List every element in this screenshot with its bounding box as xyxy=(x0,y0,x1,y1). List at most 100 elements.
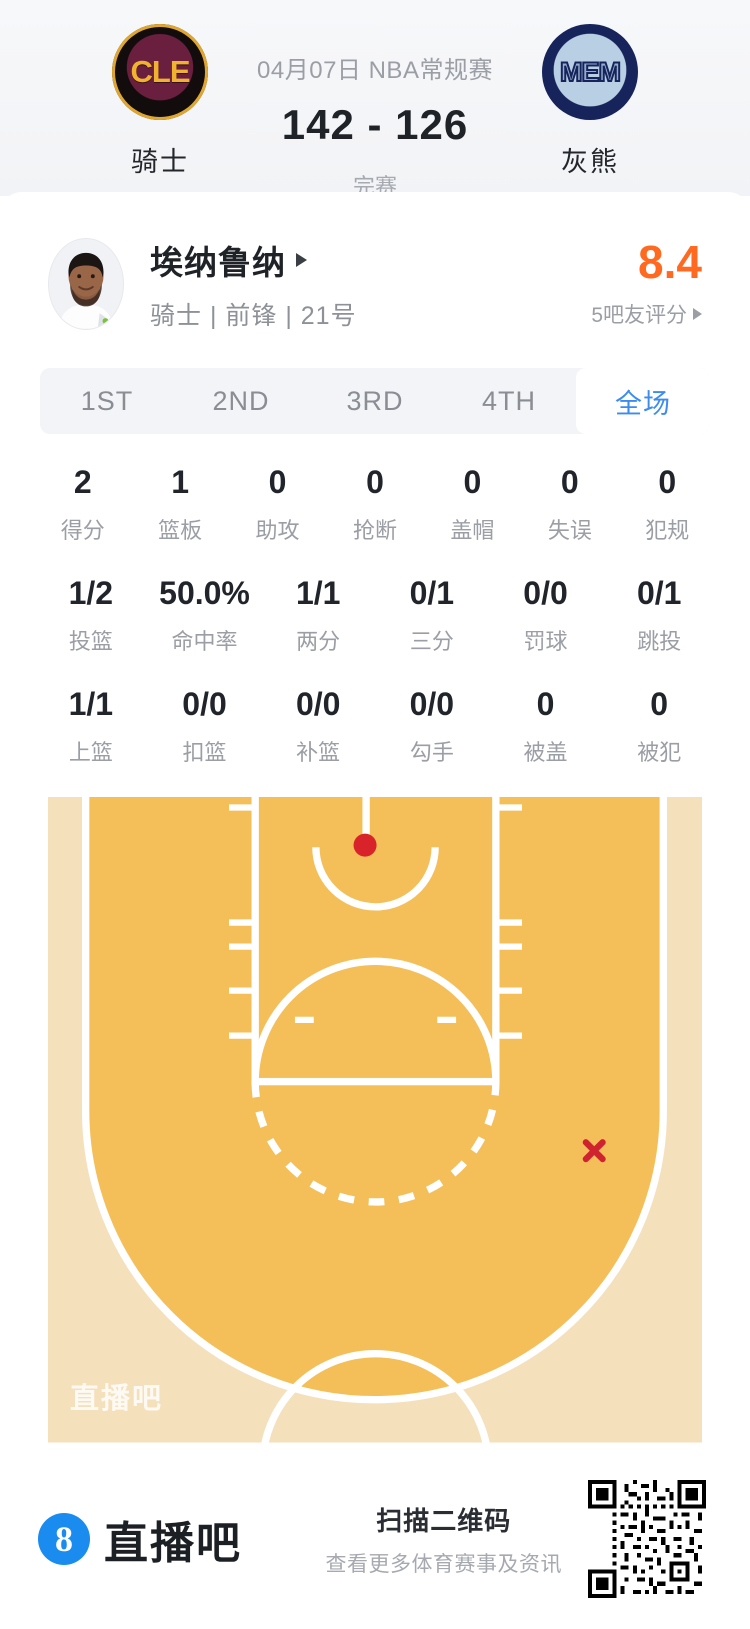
player-subtitle: 骑士 | 前锋 | 21号 xyxy=(150,302,357,330)
stat-rebounds: 1 篮板 xyxy=(131,464,228,545)
stat-label: 勾手 xyxy=(409,740,454,765)
tab-4th[interactable]: 4TH xyxy=(481,385,536,416)
three-point-zone xyxy=(85,797,664,1400)
stat-label: 犯规 xyxy=(645,518,690,543)
stat-value: 0 xyxy=(463,464,482,500)
score-center: 04月07日 NBA常规赛 142 - 126 完赛 xyxy=(250,24,500,201)
qr-title: 扫描二维码 xyxy=(376,1505,512,1536)
away-team-abbr: MEM xyxy=(559,56,622,88)
rating-value: 8.4 xyxy=(638,236,702,288)
stat-value: 2 xyxy=(73,464,92,500)
player-info: 埃纳鲁纳 骑士 | 前锋 | 21号 xyxy=(150,236,591,332)
stat-label: 罚球 xyxy=(523,629,568,654)
stat-value: 0/0 xyxy=(523,575,568,611)
chevron-right-icon xyxy=(296,253,307,267)
stat-hook-shots: 0/0 勾手 xyxy=(375,686,489,767)
brand-badge-icon: 8 xyxy=(38,1513,90,1565)
shot-marker-made[interactable] xyxy=(353,833,377,857)
stat-label: 三分 xyxy=(409,629,454,654)
player-row: 埃纳鲁纳 骑士 | 前锋 | 21号 8.4 5吧友评分 xyxy=(0,202,750,350)
stat-label: 盖帽 xyxy=(450,518,495,543)
scoreboard-header: CLE 骑士 04月07日 NBA常规赛 142 - 126 完赛 MEM 灰熊 xyxy=(0,0,750,199)
stat-label: 得分 xyxy=(60,518,105,543)
stat-value: 0 xyxy=(366,464,384,500)
shot-chart-court[interactable]: 直播吧 xyxy=(48,797,702,1443)
rating-label-row[interactable]: 5吧友评分 xyxy=(591,299,702,329)
stat-label: 抢断 xyxy=(352,518,397,543)
stat-label: 两分 xyxy=(296,629,341,654)
rating-block[interactable]: 8.4 5吧友评分 xyxy=(591,239,702,329)
stat-value: 0 xyxy=(658,464,677,500)
away-team[interactable]: MEM 灰熊 xyxy=(500,24,680,179)
restricted-area-arc xyxy=(312,847,439,911)
away-team-name: 灰熊 xyxy=(561,147,619,177)
stat-value: 1/2 xyxy=(68,575,114,611)
paint-key xyxy=(251,797,500,1086)
stat-value: 1/1 xyxy=(68,686,114,722)
stat-layups: 1/1 上篮 xyxy=(34,686,148,767)
stat-blocks: 0 盖帽 xyxy=(424,464,521,545)
stat-turnovers: 0 失误 xyxy=(521,464,618,545)
stat-fouls-drawn: 0 被犯 xyxy=(602,686,716,767)
stat-jump-shots: 0/1 跳投 xyxy=(602,575,716,656)
rating-label: 5吧友评分 xyxy=(591,304,687,327)
qr-subtitle: 查看更多体育赛事及资讯 xyxy=(325,1552,562,1576)
stat-three-points: 0/1 三分 xyxy=(375,575,489,656)
brand-name: 直播吧 xyxy=(104,1519,242,1568)
tab-1st[interactable]: 1ST xyxy=(80,385,134,416)
stat-label: 被盖 xyxy=(523,740,568,765)
stat-value: 1 xyxy=(171,464,190,500)
stats-row-shot-types: 1/1 上篮 0/0 扣篮 0/0 补篮 0/0 勾手 0 被盖 xyxy=(34,656,716,767)
stat-label: 投篮 xyxy=(68,629,113,654)
stat-label: 上篮 xyxy=(68,740,113,765)
stat-value: 0/1 xyxy=(636,575,682,611)
qr-label: 扫描二维码 查看更多体育赛事及资讯 xyxy=(326,1501,563,1578)
stat-label: 失误 xyxy=(547,518,592,543)
home-team[interactable]: CLE 骑士 xyxy=(70,24,250,179)
stat-points: 2 得分 xyxy=(34,464,131,545)
free-throw-circle-solid xyxy=(251,957,500,1082)
court-watermark: 直播吧 xyxy=(70,1382,164,1415)
stat-label: 篮板 xyxy=(158,518,203,543)
center-circle xyxy=(261,1350,490,1443)
stat-label: 被犯 xyxy=(637,740,682,765)
stats-grid: 2 得分 1 篮板 0 助攻 0 抢断 0 盖帽 xyxy=(0,434,750,767)
stat-value: 0/0 xyxy=(409,686,455,722)
stats-row-basic: 2 得分 1 篮板 0 助攻 0 抢断 0 盖帽 xyxy=(34,434,716,545)
home-team-name: 骑士 xyxy=(131,147,189,177)
stat-value: 0 xyxy=(650,686,669,722)
shot-marker-missed[interactable] xyxy=(582,1139,606,1163)
stat-label: 助攻 xyxy=(255,518,300,543)
tab-2nd[interactable]: 2ND xyxy=(212,385,270,416)
stat-label: 扣篮 xyxy=(182,740,227,765)
final-score: 142 - 126 xyxy=(281,101,469,148)
stat-value: 1/1 xyxy=(295,575,341,611)
home-team-abbr: CLE xyxy=(130,54,191,89)
stat-dunks: 0/0 扣篮 xyxy=(148,686,262,767)
tab-full-game[interactable]: 全场 xyxy=(576,368,710,434)
tab-3rd[interactable]: 3RD xyxy=(346,385,404,416)
stat-field-goals: 1/2 投篮 xyxy=(34,575,148,656)
stat-value: 50.0% xyxy=(159,575,250,611)
qr-block[interactable]: 扫描二维码 查看更多体育赛事及资讯 xyxy=(326,1480,706,1598)
match-meta: 04月07日 NBA常规赛 xyxy=(257,57,493,84)
brand-logo[interactable]: 8 直播吧 xyxy=(38,1507,242,1571)
stat-label: 补篮 xyxy=(296,740,341,765)
qr-code[interactable] xyxy=(588,1480,706,1598)
stat-label: 跳投 xyxy=(637,629,682,654)
player-name-link[interactable]: 埃纳鲁纳 xyxy=(150,236,591,284)
lane-hash-marks xyxy=(229,804,523,1039)
avatar xyxy=(48,238,124,330)
stat-free-throws: 0/0 罚球 xyxy=(489,575,603,656)
stat-value: 0 xyxy=(536,686,555,722)
free-throw-circle-dashed xyxy=(251,1081,500,1206)
stats-card-body: 埃纳鲁纳 骑士 | 前锋 | 21号 8.4 5吧友评分 1ST 2ND 3RD… xyxy=(0,192,750,1443)
stat-value: 0/0 xyxy=(295,686,341,722)
footer-bar: 8 直播吧 扫描二维码 查看更多体育赛事及资讯 xyxy=(0,1449,750,1629)
stat-assists: 0 助攻 xyxy=(229,464,326,545)
stat-steals: 0 抢断 xyxy=(326,464,423,545)
stat-fg-percent: 50.0% 命中率 xyxy=(148,575,262,656)
stat-label: 命中率 xyxy=(171,629,238,654)
period-tabs[interactable]: 1ST 2ND 3RD 4TH 全场 xyxy=(40,368,710,434)
